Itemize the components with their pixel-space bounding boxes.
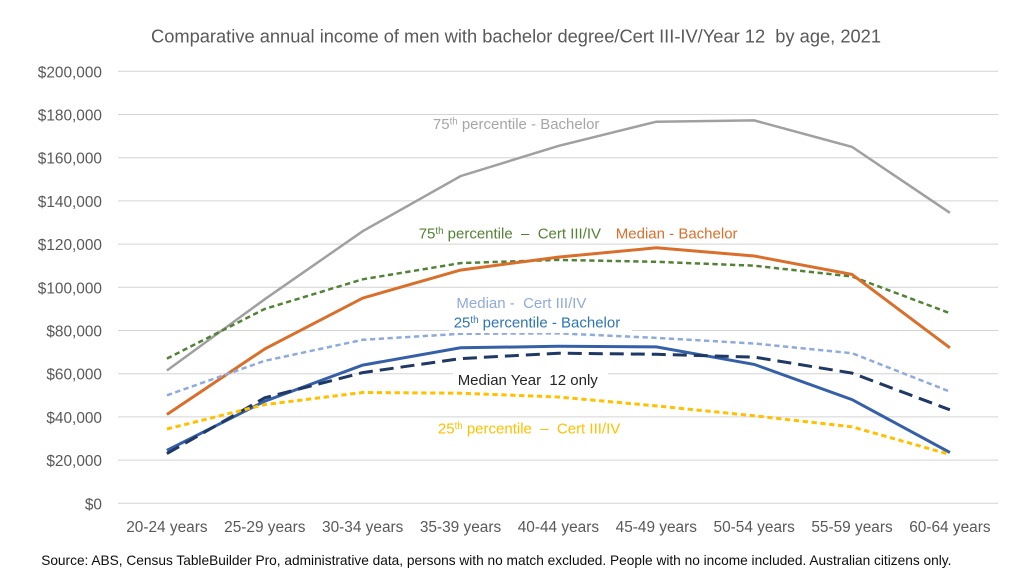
svg-text:45-49 years: 45-49 years: [616, 519, 698, 536]
svg-text:Comparative annual income of m: Comparative annual income of men with ba…: [151, 26, 881, 47]
svg-text:20-24 years: 20-24 years: [126, 519, 208, 536]
svg-text:35-39 years: 35-39 years: [420, 519, 502, 536]
svg-text:$180,000: $180,000: [38, 108, 102, 125]
svg-text:$120,000: $120,000: [38, 237, 102, 254]
svg-text:50-54 years: 50-54 years: [714, 519, 796, 536]
svg-text:Median - Bachelor: Median - Bachelor: [616, 225, 738, 242]
svg-text:Median Year 12 only: Median Year 12 only: [458, 372, 599, 389]
svg-text:25th percentile – Cert III/I: 25th percentile – Cert III/IV: [438, 421, 620, 438]
svg-text:$40,000: $40,000: [46, 410, 102, 427]
svg-text:25th percentile - Bachelor: 25th percentile - Bachelor: [454, 315, 621, 332]
svg-text:$60,000: $60,000: [46, 367, 102, 384]
svg-text:$140,000: $140,000: [38, 194, 102, 211]
svg-text:$20,000: $20,000: [46, 453, 102, 470]
svg-text:55-59 years: 55-59 years: [811, 519, 893, 536]
svg-text:$160,000: $160,000: [38, 151, 102, 168]
svg-text:$100,000: $100,000: [38, 280, 102, 297]
svg-text:30-34 years: 30-34 years: [322, 519, 404, 536]
svg-text:75th percentile - Bachelor: 75th percentile - Bachelor: [433, 116, 600, 133]
svg-text:$80,000: $80,000: [46, 324, 102, 341]
svg-text:$0: $0: [85, 496, 102, 513]
svg-text:25-29 years: 25-29 years: [224, 519, 306, 536]
svg-text:75th percentile – Cert III/I: 75th percentile – Cert III/IV: [419, 226, 601, 243]
svg-text:40-44 years: 40-44 years: [518, 519, 600, 536]
svg-text:Source: ABS, Census TableBuild: Source: ABS, Census TableBuilder Pro, ad…: [41, 553, 951, 568]
svg-text:$200,000: $200,000: [38, 64, 102, 81]
svg-text:60-64 years: 60-64 years: [909, 519, 991, 536]
svg-text:Median - Cert III/IV: Median - Cert III/IV: [456, 295, 586, 312]
